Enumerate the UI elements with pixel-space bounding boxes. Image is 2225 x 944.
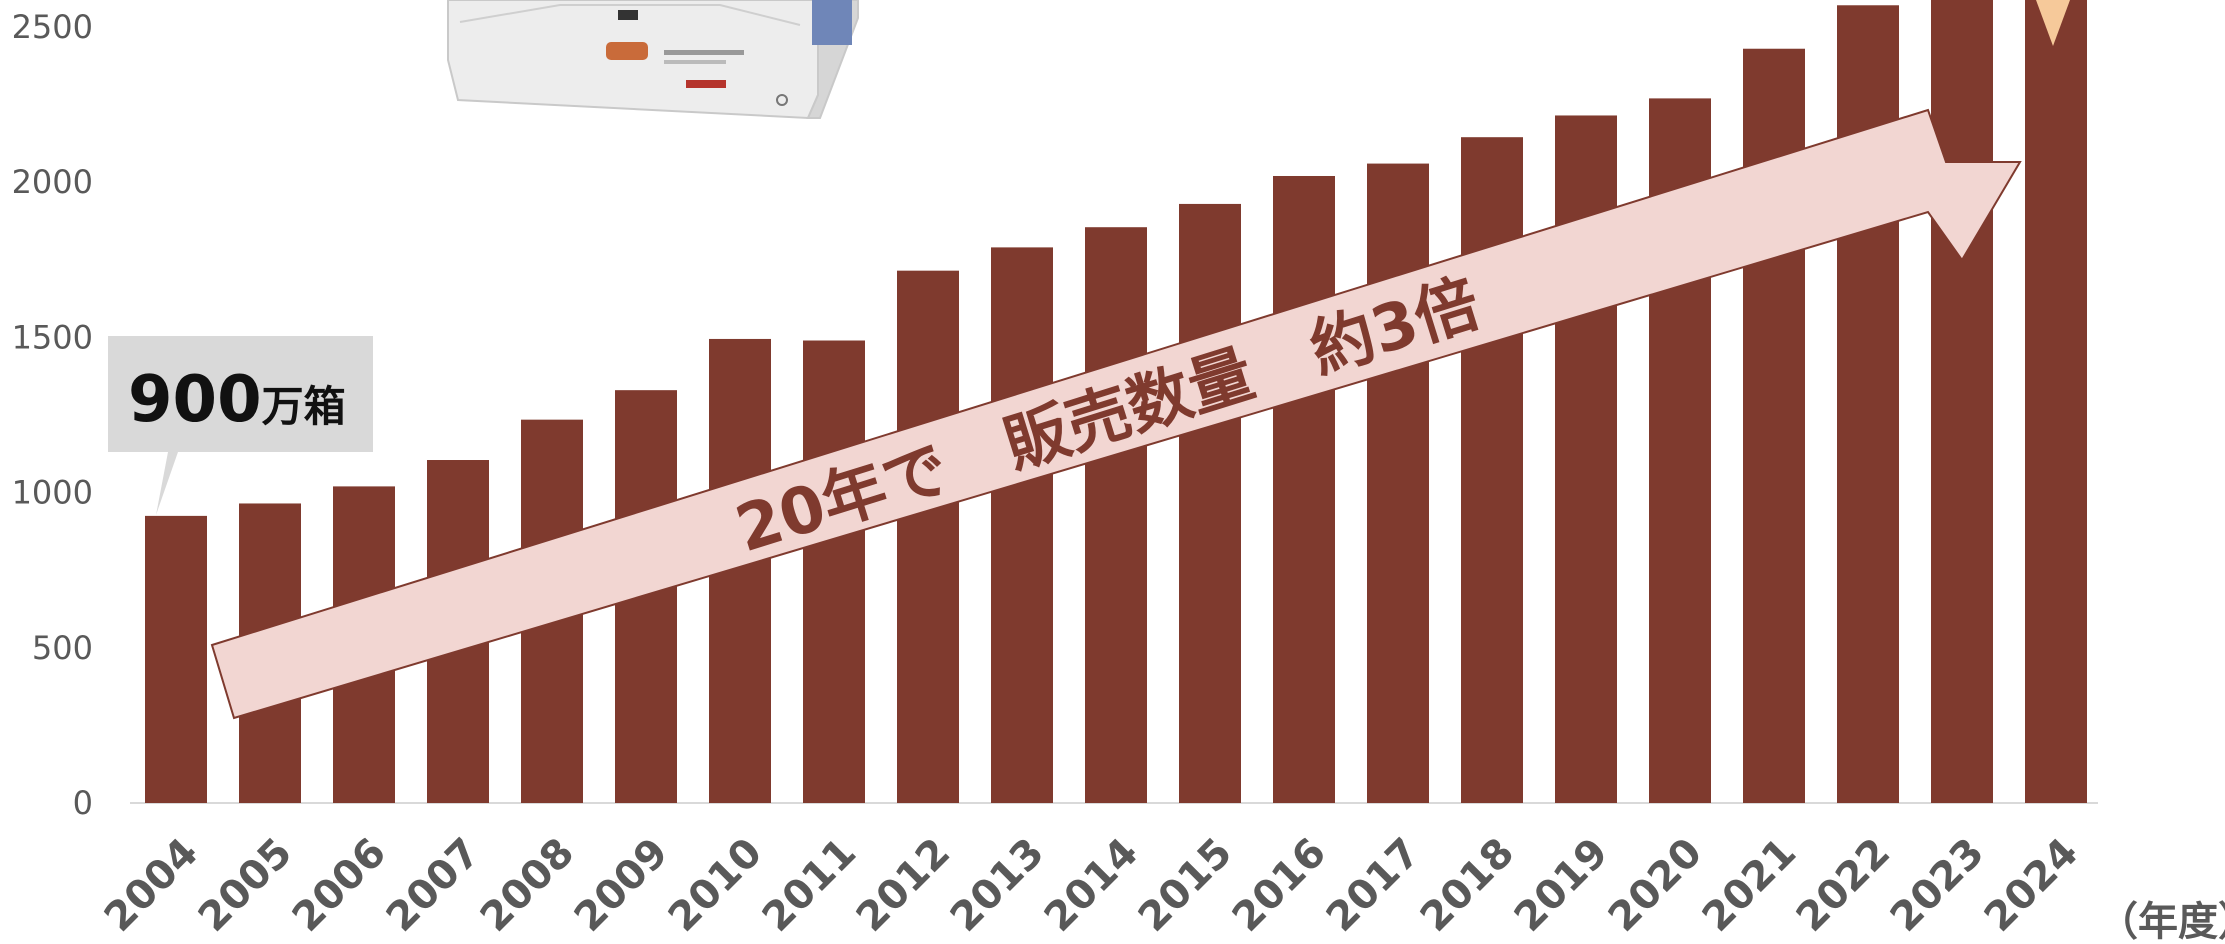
y-tick-label: 0 bbox=[73, 784, 93, 822]
x-unit-label: （年度） bbox=[2098, 899, 2225, 944]
bar-2018 bbox=[1461, 137, 1523, 803]
x-tick-label: 2004 bbox=[96, 830, 207, 941]
x-tick-label: 2016 bbox=[1224, 830, 1335, 941]
x-tick-label: 2010 bbox=[660, 830, 771, 941]
bar-2012 bbox=[897, 270, 959, 803]
x-tick-label: 2024 bbox=[1976, 830, 2087, 941]
x-tick-label: 2023 bbox=[1882, 830, 1993, 941]
bar-2011 bbox=[803, 340, 865, 803]
y-tick-label: 1500 bbox=[12, 318, 93, 356]
bar-2017 bbox=[1367, 163, 1429, 804]
x-axis: 2004200520062007200820092010201120122013… bbox=[96, 830, 2087, 941]
x-tick-label: 2017 bbox=[1318, 830, 1429, 941]
x-tick-label: 2006 bbox=[284, 830, 395, 941]
bar-2004 bbox=[145, 515, 207, 803]
bar-2024 bbox=[2025, 0, 2087, 803]
bar-2016 bbox=[1273, 175, 1335, 803]
x-tick-label: 2020 bbox=[1600, 830, 1711, 941]
bar-2023 bbox=[1931, 0, 1993, 803]
y-tick-label: 500 bbox=[32, 629, 93, 667]
bar-2013 bbox=[991, 247, 1053, 803]
x-tick-label: 2019 bbox=[1506, 830, 1617, 941]
y-tick-label: 1000 bbox=[12, 474, 93, 512]
x-tick-label: 2014 bbox=[1036, 830, 1147, 941]
x-tick-label: 2005 bbox=[190, 830, 301, 941]
start-callout-number: 900 bbox=[128, 363, 262, 437]
x-tick-label: 2013 bbox=[942, 830, 1053, 941]
product-box-image bbox=[447, 0, 859, 120]
x-tick-label: 2007 bbox=[378, 830, 489, 941]
end-callout-pointer bbox=[2036, 0, 2070, 46]
start-callout: 900万箱 bbox=[108, 336, 373, 515]
svg-text:900万箱: 900万箱 bbox=[128, 363, 346, 437]
y-tick-label: 2500 bbox=[12, 8, 93, 46]
x-tick-label: 2018 bbox=[1412, 830, 1523, 941]
y-axis: 0 500 1000 1500 2000 2500 bbox=[12, 8, 93, 822]
x-tick-label: 2022 bbox=[1788, 830, 1899, 941]
x-tick-label: 2021 bbox=[1694, 830, 1805, 941]
start-callout-unit: 万箱 bbox=[262, 382, 346, 431]
bar-2015 bbox=[1179, 203, 1241, 804]
y-tick-label: 2000 bbox=[12, 163, 93, 201]
bar-2014 bbox=[1085, 227, 1147, 803]
x-tick-label: 2015 bbox=[1130, 830, 1241, 941]
x-tick-label: 2009 bbox=[566, 830, 677, 941]
x-tick-label: 2008 bbox=[472, 830, 583, 941]
x-tick-label: 2012 bbox=[848, 830, 959, 941]
x-tick-label: 2011 bbox=[754, 830, 865, 941]
